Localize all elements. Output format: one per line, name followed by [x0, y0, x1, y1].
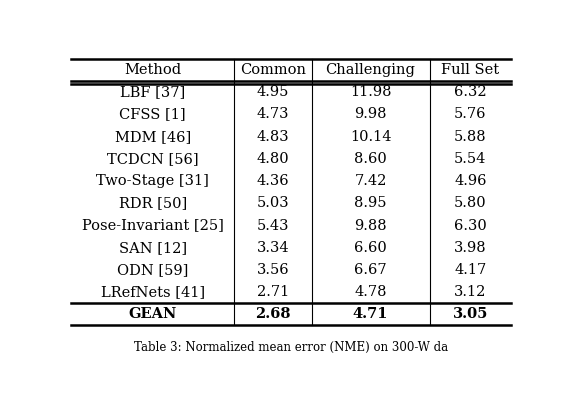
Text: 5.54: 5.54: [454, 152, 487, 166]
Text: 6.67: 6.67: [354, 263, 387, 277]
Text: 3.56: 3.56: [257, 263, 289, 277]
Text: MDM [46]: MDM [46]: [115, 130, 191, 144]
Text: 8.95: 8.95: [354, 196, 387, 210]
Text: 11.98: 11.98: [350, 85, 391, 99]
Text: 5.88: 5.88: [454, 130, 487, 144]
Text: Method: Method: [124, 63, 181, 77]
Text: 5.03: 5.03: [257, 196, 289, 210]
Text: 2.71: 2.71: [257, 285, 289, 299]
Text: 5.76: 5.76: [454, 108, 487, 122]
Text: Two-Stage [31]: Two-Stage [31]: [96, 174, 209, 188]
Text: 9.88: 9.88: [354, 218, 387, 232]
Text: 4.78: 4.78: [354, 285, 387, 299]
Text: 2.68: 2.68: [255, 307, 291, 321]
Text: GEAN: GEAN: [128, 307, 177, 321]
Text: CFSS [1]: CFSS [1]: [119, 108, 186, 122]
Text: 3.05: 3.05: [453, 307, 488, 321]
Text: Table 3: Normalized mean error (NME) on 300-W da: Table 3: Normalized mean error (NME) on …: [134, 341, 448, 354]
Text: 6.32: 6.32: [454, 85, 487, 99]
Text: Challenging: Challenging: [325, 63, 415, 77]
Text: Full Set: Full Set: [441, 63, 499, 77]
Text: 3.98: 3.98: [454, 241, 487, 255]
Text: 4.96: 4.96: [454, 174, 487, 188]
Text: 4.71: 4.71: [353, 307, 389, 321]
Text: 3.12: 3.12: [454, 285, 487, 299]
Text: LRefNets [41]: LRefNets [41]: [101, 285, 204, 299]
Text: 9.98: 9.98: [354, 108, 387, 122]
Text: 4.83: 4.83: [257, 130, 289, 144]
Text: TCDCN [56]: TCDCN [56]: [107, 152, 198, 166]
Text: RDR [50]: RDR [50]: [119, 196, 187, 210]
Text: 4.36: 4.36: [257, 174, 289, 188]
Text: Pose-Invariant [25]: Pose-Invariant [25]: [82, 218, 224, 232]
Text: Common: Common: [240, 63, 306, 77]
Text: 5.80: 5.80: [454, 196, 487, 210]
Text: 4.95: 4.95: [257, 85, 289, 99]
Text: ODN [59]: ODN [59]: [117, 263, 189, 277]
Text: LBF [37]: LBF [37]: [120, 85, 185, 99]
Text: 6.30: 6.30: [454, 218, 487, 232]
Text: 8.60: 8.60: [354, 152, 387, 166]
Text: 7.42: 7.42: [354, 174, 387, 188]
Text: 4.17: 4.17: [454, 263, 486, 277]
Text: 10.14: 10.14: [350, 130, 391, 144]
Text: 3.34: 3.34: [257, 241, 289, 255]
Text: SAN [12]: SAN [12]: [119, 241, 187, 255]
Text: 6.60: 6.60: [354, 241, 387, 255]
Text: 4.80: 4.80: [257, 152, 289, 166]
Text: 5.43: 5.43: [257, 218, 289, 232]
Text: 4.73: 4.73: [257, 108, 289, 122]
